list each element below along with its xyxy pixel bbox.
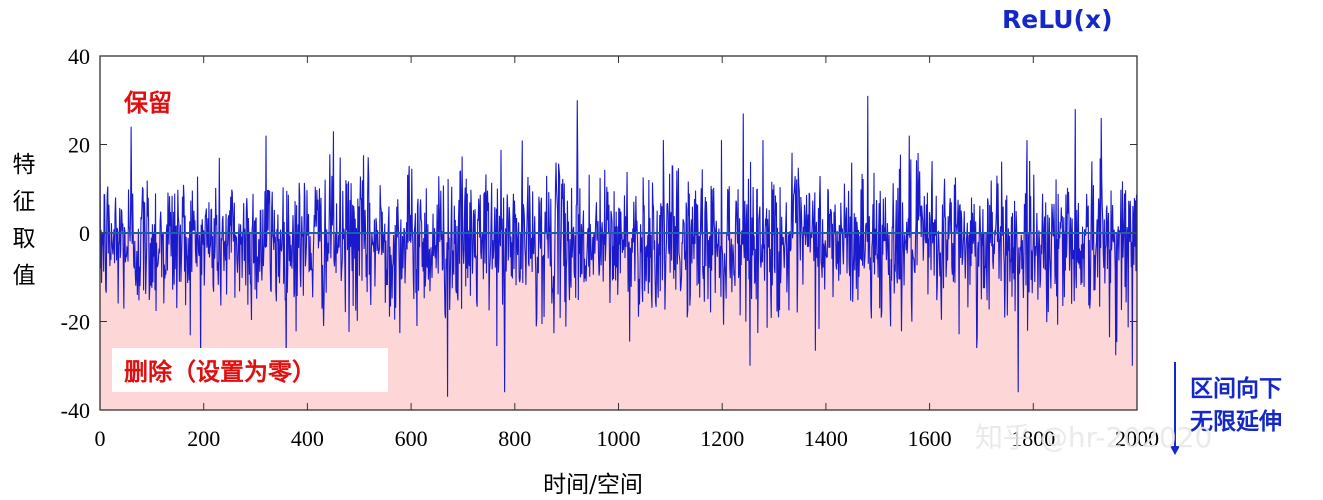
side-note-line-2: 无限延伸: [1190, 409, 1282, 435]
y-tick-label: 0: [79, 221, 90, 246]
x-tick-label: 1200: [700, 426, 744, 451]
x-tick-label: 1000: [597, 426, 641, 451]
y-axis-label-char: 值: [13, 263, 36, 289]
y-tick-label: 40: [68, 44, 90, 69]
x-tick-label: 200: [187, 426, 220, 451]
signal-series: [99, 95, 1138, 397]
side-note-line-1: 区间向下: [1190, 375, 1282, 402]
x-tick-label: 1800: [1011, 426, 1055, 451]
axis-ticks: 0 200 400 600 800 1000 1200 1400 1600 1800 2000402…: [61, 44, 1159, 451]
downward-arrow-head-icon: [1170, 446, 1180, 455]
x-tick-label: 600: [395, 426, 428, 451]
delete-label-background: [112, 348, 388, 392]
signal-line: [99, 95, 1138, 397]
x-axis-label: 时间/空间: [543, 472, 643, 498]
x-tick-label: 1600: [908, 426, 952, 451]
x-tick-label: 1400: [804, 426, 848, 451]
y-axis-label-char: 取: [13, 226, 36, 252]
watermark: 知乎 @hr-202020: [975, 421, 1212, 454]
delete-label: 删除（设置为零）: [124, 358, 316, 386]
y-tick-label: -40: [61, 398, 90, 423]
y-tick-label: -20: [61, 310, 90, 335]
chart-title: ReLU(x): [1002, 5, 1113, 34]
x-tick-label: 800: [498, 426, 531, 451]
keep-label: 保留: [123, 89, 172, 117]
y-axis-label-char: 征: [13, 189, 36, 215]
y-tick-label: 20: [68, 133, 90, 158]
y-axis-label-char: 特: [13, 152, 36, 178]
x-tick-label: 400: [291, 426, 324, 451]
x-tick-label: 0: [95, 426, 106, 451]
x-tick-label: 2000: [1115, 426, 1159, 451]
